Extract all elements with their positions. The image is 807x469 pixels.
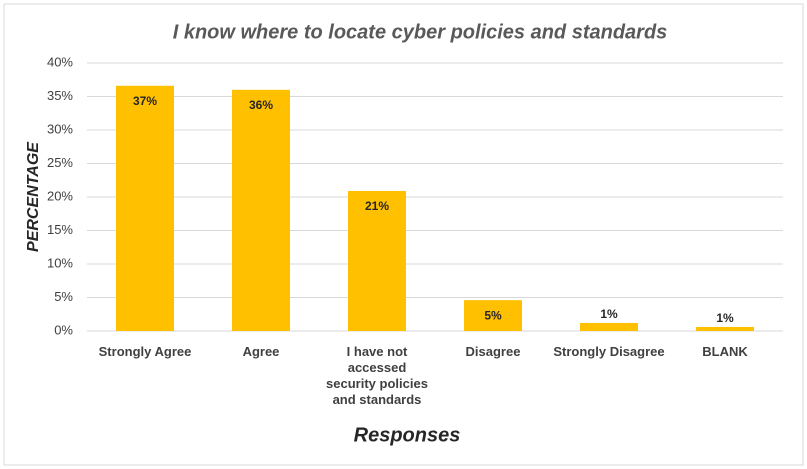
x-tick-label: Strongly Agree bbox=[98, 344, 192, 359]
y-tick-label: 40% bbox=[47, 54, 73, 69]
x-tick-label: Disagree bbox=[465, 344, 521, 359]
y-axis-title: PERCENTAGE bbox=[25, 141, 42, 252]
data-label: 36% bbox=[249, 98, 273, 112]
chart-title: I know where to locate cyber policies an… bbox=[173, 21, 668, 43]
data-label: 5% bbox=[484, 308, 502, 322]
x-axis-title: Responses bbox=[354, 424, 461, 446]
x-tick-label: I have not accessed security policies an… bbox=[326, 344, 428, 407]
y-tick-label: 0% bbox=[54, 322, 73, 337]
bar bbox=[696, 326, 754, 331]
y-tick-label: 20% bbox=[47, 188, 73, 203]
x-tick-label: Strongly Disagree bbox=[553, 344, 665, 359]
bar bbox=[232, 89, 290, 331]
x-tick-label: Agree bbox=[242, 344, 280, 359]
y-tick-label: 30% bbox=[47, 121, 73, 136]
data-label: 1% bbox=[600, 307, 618, 321]
bar bbox=[348, 190, 406, 331]
bar bbox=[464, 300, 522, 331]
y-tick-label: 5% bbox=[54, 289, 73, 304]
y-tick-label: 10% bbox=[47, 255, 73, 270]
x-tick-label: BLANK bbox=[702, 344, 748, 359]
bar bbox=[580, 322, 638, 331]
y-tick-label: 15% bbox=[47, 222, 73, 237]
data-label: 1% bbox=[716, 311, 734, 325]
data-label: 21% bbox=[365, 199, 389, 213]
y-tick-label: 35% bbox=[47, 88, 73, 103]
y-tick-label: 25% bbox=[47, 155, 73, 170]
bar bbox=[116, 85, 174, 331]
data-label: 37% bbox=[133, 94, 157, 108]
